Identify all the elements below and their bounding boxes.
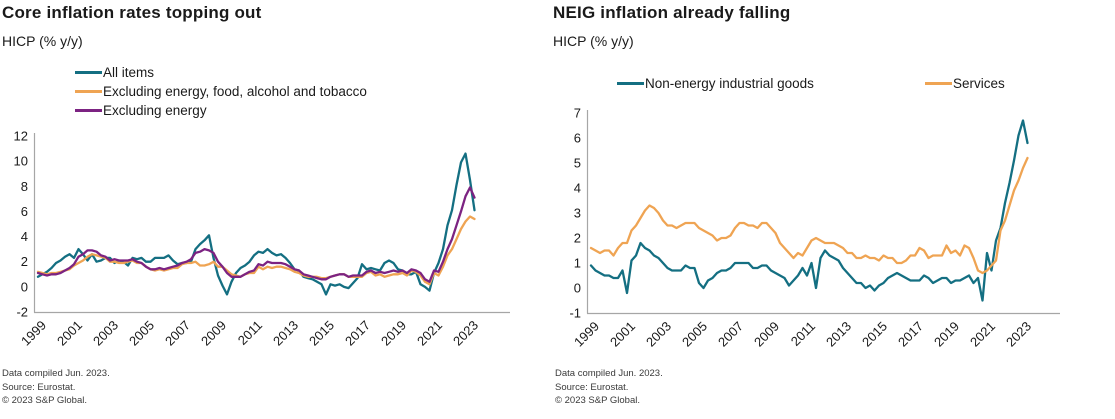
- legend-label-neig: Non-energy industrial goods: [645, 75, 814, 91]
- legend-item-excl-energy: Excluding energy: [75, 101, 367, 120]
- right-x-tick-label: 2009: [751, 319, 782, 350]
- legend-item-all-items: All items: [75, 63, 367, 82]
- footnote-copyright: © 2023 S&P Global.: [2, 395, 87, 406]
- left-x-tick-label: 2023: [450, 318, 481, 349]
- legend-label-all-items: All items: [103, 65, 155, 80]
- series-line-excluding-energy: [36, 186, 476, 283]
- right-y-tick-label: 7: [574, 106, 581, 121]
- left-x-tick-label: 2017: [342, 318, 373, 349]
- right-x-tick-label: 2003: [643, 319, 674, 350]
- right-y-tick-label: 1: [574, 256, 581, 271]
- right-x-tick-label: 2011: [788, 319, 818, 349]
- left-x-tick-label: 2005: [126, 318, 157, 349]
- left-chart-title: Core inflation rates topping out: [2, 3, 262, 22]
- right-chart-subtitle: HICP (% y/y): [553, 33, 634, 49]
- legend-line-swatch-neig: [617, 81, 644, 85]
- left-y-tick-label: -2: [16, 305, 28, 320]
- left-x-tick-label: 2003: [90, 318, 121, 349]
- footnote-copyright: © 2023 S&P Global.: [555, 395, 640, 406]
- left-chart-subtitle: HICP (% y/y): [2, 33, 83, 49]
- right-x-tick-label: 2015: [859, 319, 890, 350]
- footnote-source: Source: Eurostat.: [555, 381, 629, 393]
- left-x-tick-label: 2015: [306, 318, 337, 349]
- right-x-tick-label: 2023: [1003, 319, 1034, 350]
- left-x-tick-label: 2011: [235, 318, 265, 348]
- legend-label-excl-energy-food-alcohol-tobacco: Excluding energy, food, alcohol and toba…: [103, 84, 367, 99]
- right-y-tick-label: -1: [569, 306, 581, 321]
- left-y-tick-label: 6: [21, 204, 28, 219]
- legend-label-services: Services: [953, 75, 1005, 91]
- left-x-tick-label: 2013: [270, 318, 301, 349]
- legend-item-excl-energy-food-alcohol-tobacco: Excluding energy, food, alcohol and toba…: [75, 82, 367, 101]
- legend-item-neig: Non-energy industrial goods: [617, 75, 814, 91]
- left-y-tick-label: 0: [21, 279, 28, 294]
- left-x-tick-label: 2001: [54, 318, 85, 349]
- left-x-tick-label: 2007: [162, 318, 193, 349]
- series-line-services: [589, 156, 1029, 275]
- right-y-tick-label: 4: [574, 181, 581, 196]
- series-line-excluding-energy-food-alcohol-and-tobacco: [36, 215, 476, 286]
- right-x-tick-label: 2005: [679, 319, 710, 350]
- legend-line-swatch-excl-energy: [75, 109, 102, 112]
- left-y-tick-label: 12: [14, 129, 28, 144]
- right-chart-footnote: Data compiled Jun. 2023. Source: Eurosta…: [555, 367, 663, 408]
- left-chart-legend: All items Excluding energy, food, alcoho…: [75, 63, 367, 120]
- legend-item-services: Services: [925, 75, 1005, 91]
- left-x-tick-label: 1999: [18, 318, 49, 349]
- right-x-tick-label: 2021: [967, 319, 998, 350]
- right-x-tick-label: 2001: [607, 319, 638, 350]
- left-x-tick-label: 2009: [198, 318, 229, 349]
- right-chart-title: NEIG inflation already falling: [553, 3, 791, 22]
- footnote-source: Source: Eurostat.: [2, 381, 76, 393]
- right-y-tick-label: 2: [574, 231, 581, 246]
- left-x-tick-label: 2019: [378, 318, 409, 349]
- legend-line-swatch-all-items: [75, 71, 102, 74]
- left-y-tick-label: 4: [21, 229, 28, 244]
- left-y-tick-label: 10: [14, 154, 28, 169]
- legend-line-swatch-services: [925, 81, 952, 85]
- left-y-tick-label: 2: [21, 254, 28, 269]
- footnote-data-compiled: Data compiled Jun. 2023.: [555, 368, 663, 379]
- right-x-tick-label: 2017: [895, 319, 926, 350]
- left-chart-footnote: Data compiled Jun. 2023. Source: Eurosta…: [2, 367, 110, 408]
- right-x-tick-label: 2013: [823, 319, 854, 350]
- right-y-tick-label: 5: [574, 156, 581, 171]
- right-y-tick-label: 3: [574, 206, 581, 221]
- right-y-tick-label: 0: [574, 281, 581, 296]
- legend-label-excl-energy: Excluding energy: [103, 103, 207, 118]
- series-line-non-energy-industrial-goods: [589, 119, 1029, 302]
- right-y-tick-label: 6: [574, 131, 581, 146]
- right-x-tick-label: 2007: [715, 319, 746, 350]
- left-x-tick-label: 2021: [414, 318, 445, 349]
- footnote-data-compiled: Data compiled Jun. 2023.: [2, 368, 110, 379]
- right-x-tick-label: 2019: [931, 319, 962, 350]
- legend-line-swatch-excl-energy-food-alcohol-tobacco: [75, 90, 102, 93]
- right-x-tick-label: 1999: [571, 319, 602, 350]
- left-y-tick-label: 8: [21, 179, 28, 194]
